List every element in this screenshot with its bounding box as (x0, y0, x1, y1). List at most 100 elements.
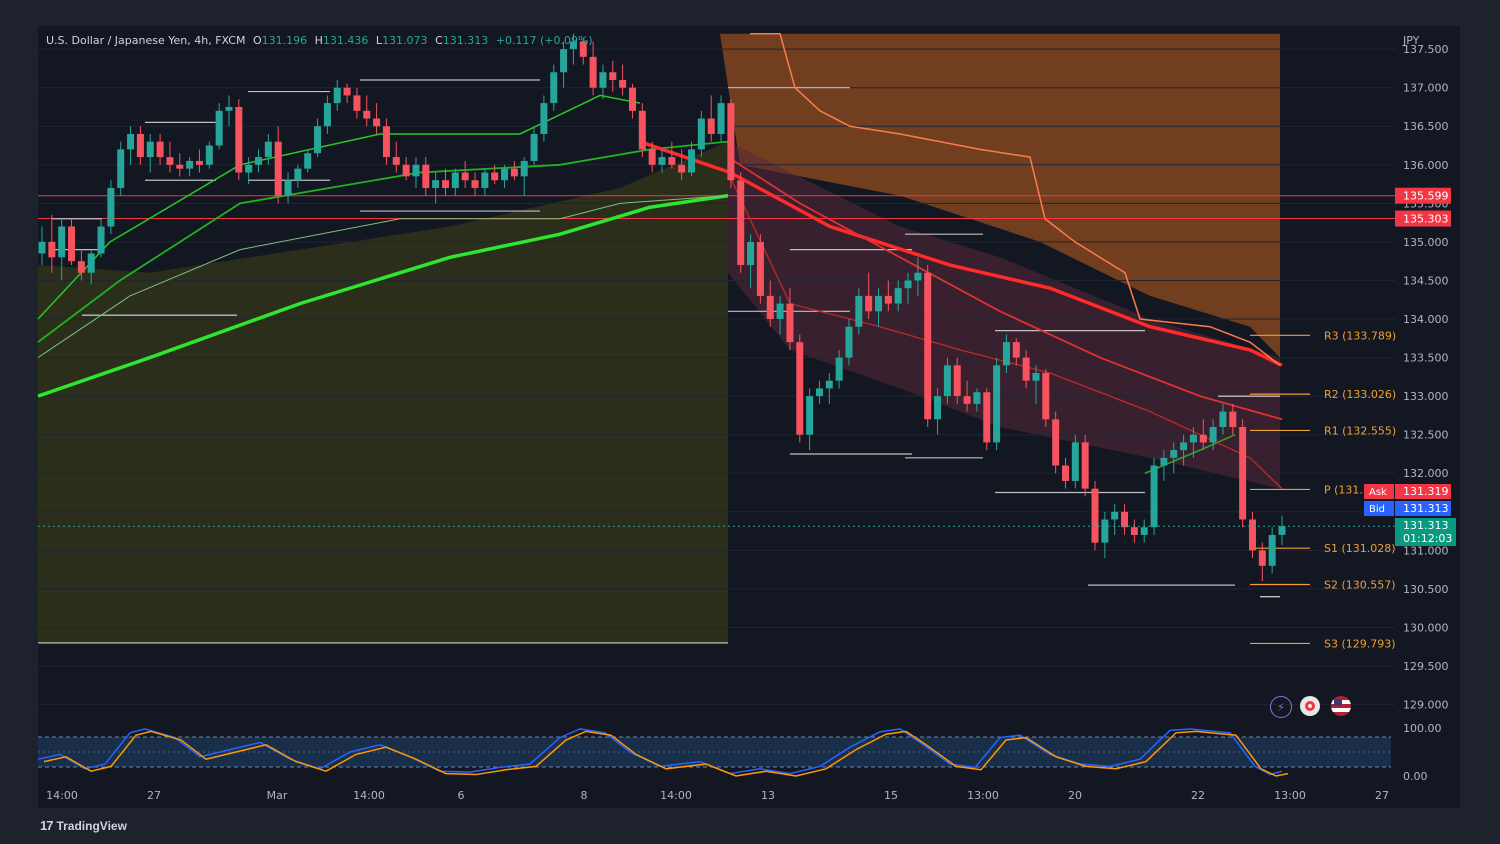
candle-body (973, 392, 981, 404)
candle-body (648, 149, 656, 165)
candle-body (1042, 373, 1050, 420)
candle-body (855, 295, 863, 327)
candle-body (1091, 488, 1099, 543)
price-tick: 136.000 (1403, 159, 1449, 172)
tradingview-logo[interactable]: 17 TradingView (40, 818, 127, 833)
candle-body (530, 133, 538, 161)
candle-body (727, 103, 735, 181)
candle-body (491, 172, 499, 181)
candle-body (1248, 519, 1256, 551)
candle-body (638, 110, 646, 150)
candle-body (1130, 527, 1138, 535)
candle-body (1111, 511, 1119, 520)
time-label: Mar (267, 789, 288, 802)
candle-body (924, 272, 932, 420)
candle-body (264, 141, 272, 158)
candle-body (195, 160, 203, 165)
price-tick: 131.000 (1403, 544, 1449, 557)
candle-body (1160, 457, 1168, 466)
ask-value: 131.319 (1403, 485, 1449, 498)
ask-tag (1364, 484, 1394, 499)
price-tick: 130.500 (1403, 583, 1449, 596)
candle-body (914, 272, 922, 281)
candle-body (146, 141, 154, 158)
bid-value: 131.313 (1403, 502, 1449, 515)
price-tick: 134.000 (1403, 313, 1449, 326)
candle-body (835, 357, 843, 381)
candle-body (245, 164, 253, 173)
stoch-d-line (43, 730, 1289, 777)
candle-body (1121, 511, 1129, 528)
candle-body (471, 180, 479, 188)
ema-slow-red (639, 140, 1283, 367)
candle-body (1229, 411, 1237, 427)
us-flag-icon[interactable] (1331, 696, 1351, 716)
pivot-label: R2 (133.026) (1324, 388, 1396, 401)
price-tick: 129.000 (1403, 699, 1449, 712)
candle-body (284, 180, 292, 196)
candle-body (432, 180, 440, 188)
pivot-label: S1 (131.028) (1324, 542, 1396, 555)
candle-body (845, 326, 853, 358)
last-price-box (1395, 518, 1456, 546)
candle-body (1180, 442, 1188, 451)
ema-mid-red (727, 156, 1283, 421)
candle-body (461, 172, 469, 181)
candle-body (884, 295, 892, 304)
candle-body (510, 168, 518, 177)
price-tick: 132.000 (1403, 467, 1449, 480)
candle-body (550, 72, 558, 104)
last-price-value: 131.313 (1403, 519, 1449, 532)
ema-thin-green (37, 195, 729, 358)
candle-body (294, 168, 302, 181)
open-key: O (252, 34, 262, 47)
high-key: H (314, 34, 323, 47)
time-label: 13 (761, 789, 775, 802)
candle-body (786, 303, 794, 343)
candle-body (127, 133, 135, 150)
candle-body (796, 342, 804, 435)
lightning-icon[interactable]: ⚡ (1270, 696, 1292, 718)
symbol-legend[interactable]: U.S. Dollar / Japanese Yen, 4h, FXCM O13… (46, 34, 593, 47)
candle-body (875, 295, 883, 312)
candle-body (97, 226, 105, 254)
level-1-box (1395, 187, 1451, 204)
candle-body (697, 118, 705, 150)
candle-body (373, 118, 381, 127)
tradingview-mark: 17 (40, 818, 54, 833)
candle-body (422, 164, 430, 188)
time-label: 15 (884, 789, 898, 802)
bid-tag (1364, 501, 1394, 516)
candle-body (579, 41, 587, 57)
supertrend-line (750, 32, 1281, 366)
candle-body (166, 157, 174, 165)
tradingview-text: TradingView (56, 819, 127, 833)
level-2-box (1395, 210, 1451, 227)
currency-label: JPY (1402, 34, 1420, 47)
price-tick: 132.500 (1403, 429, 1449, 442)
time-label: 14:00 (353, 789, 385, 802)
candle-body (678, 164, 686, 173)
bid-box (1395, 501, 1451, 516)
candle-body (501, 168, 509, 181)
pivot-label: S2 (130.557) (1324, 579, 1396, 592)
record-icon[interactable] (1300, 696, 1320, 716)
interval-label: 4h (194, 34, 209, 47)
candle-body (1071, 442, 1079, 481)
level-1-label: 135.599 (1403, 190, 1449, 203)
candle-body (323, 103, 331, 127)
countdown-value: 01:12:03 (1403, 532, 1452, 545)
candle-body (176, 164, 184, 169)
candle-body (1140, 527, 1148, 535)
candle-body (953, 365, 961, 397)
candle-body (560, 49, 568, 73)
candle-body (77, 261, 85, 273)
candle-body (520, 160, 528, 177)
time-label: 14:00 (660, 789, 692, 802)
price-tick: 130.000 (1403, 621, 1449, 634)
candle-body (38, 241, 46, 254)
symbol-name: U.S. Dollar / Japanese Yen (46, 34, 188, 47)
candle-body (589, 56, 597, 88)
bear-band (728, 141, 1280, 489)
